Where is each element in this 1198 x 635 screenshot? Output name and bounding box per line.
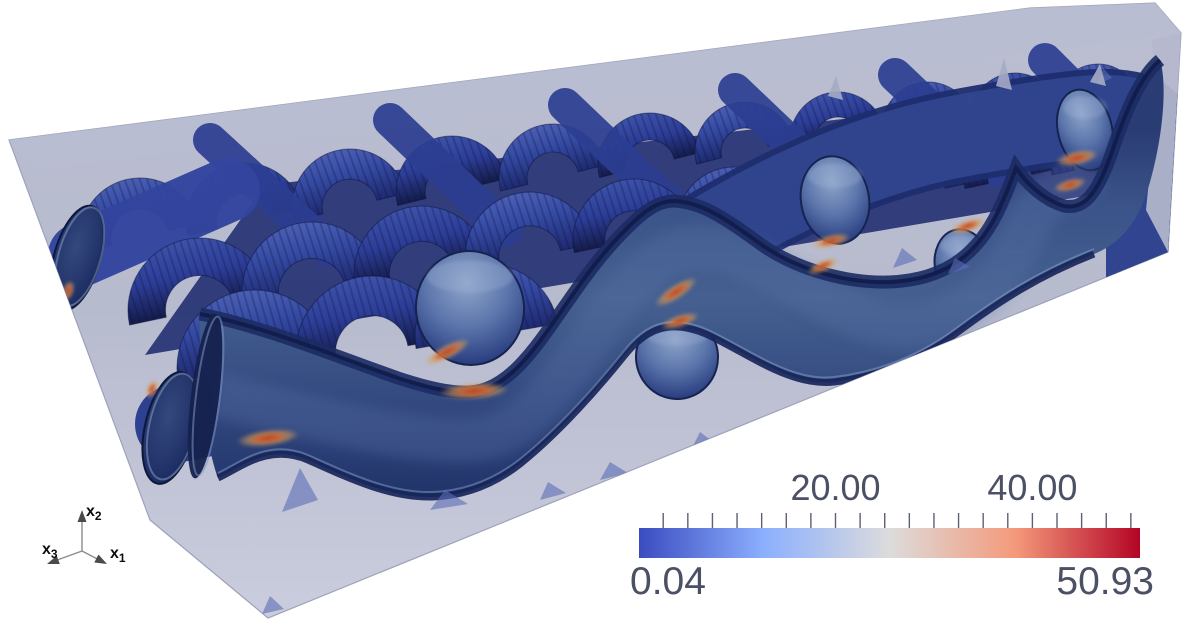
stress-hot-spots	[61, 149, 1099, 448]
axis-label-x1: x1	[110, 545, 126, 566]
axis-label-x3: x3	[42, 541, 58, 562]
axis-arrowhead-x1	[94, 554, 107, 564]
front-fiber-left-end-cap	[187, 313, 223, 479]
color-legend[interactable]: 20.00 40.00 0.04 50.93	[630, 466, 1158, 608]
colorbar-max-label: 50.93	[1056, 560, 1154, 603]
colorbar-tick-label-20: 20.00	[790, 467, 881, 508]
orientation-axes-arrows	[47, 510, 107, 565]
axis-label-x2: x2	[86, 503, 102, 524]
fiber-cross-sections	[414, 88, 1115, 400]
axis-arrowhead-x3	[47, 555, 60, 565]
cut-fiber-end-caps	[49, 204, 199, 485]
axis-arrowhead-x2	[77, 510, 87, 522]
rve-box-top-face	[9, 3, 1181, 170]
orientation-axes-widget: x2 x3 x1	[18, 486, 148, 596]
colorbar-gradient	[639, 528, 1140, 558]
colorbar-min-label: 0.04	[630, 560, 706, 603]
colorbar-tick-label-40: 40.00	[987, 467, 1078, 508]
